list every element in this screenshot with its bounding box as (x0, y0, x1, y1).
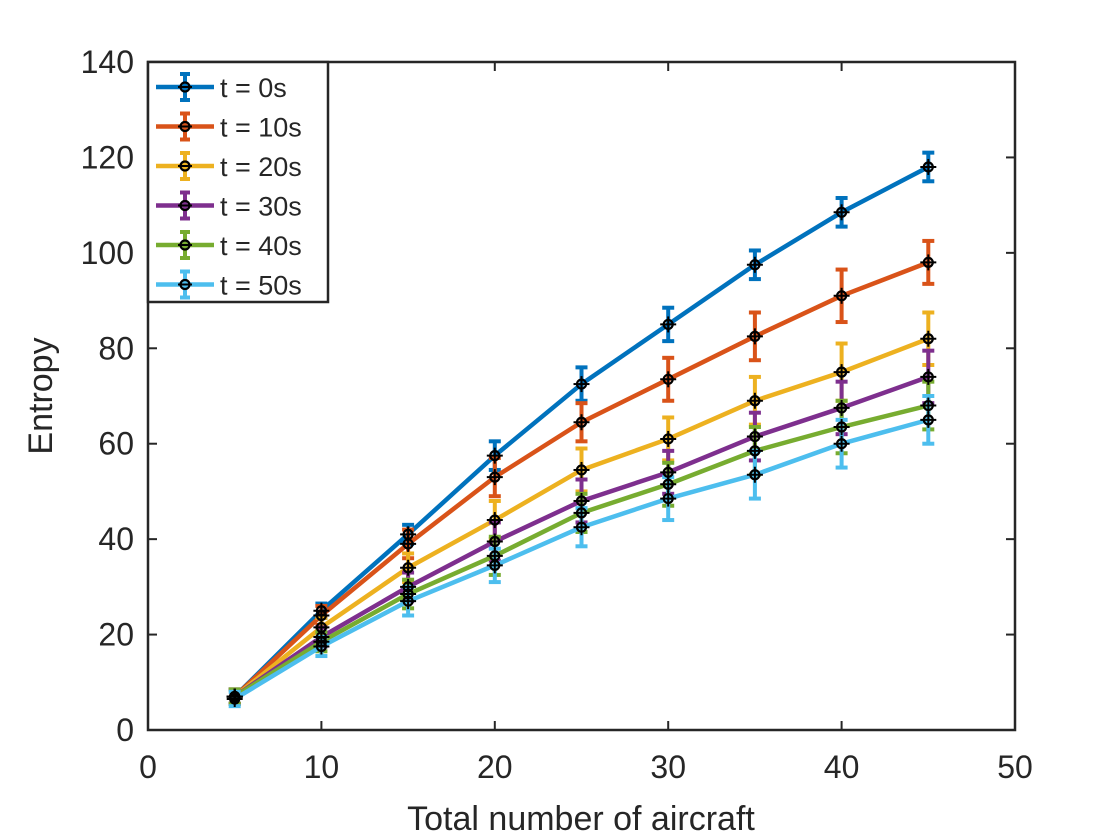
series-layer (226, 150, 937, 709)
y-tick-label: 120 (81, 139, 134, 175)
legend-item: t = 30s (156, 190, 302, 222)
data-point (489, 559, 501, 571)
data-point (662, 478, 674, 490)
legend-item: t = 20s (156, 151, 302, 182)
data-point (749, 469, 761, 481)
legend-item: t = 0s (156, 72, 287, 103)
data-point (922, 371, 934, 383)
legend-label: t = 10s (220, 113, 302, 143)
y-tick-label: 60 (98, 426, 134, 462)
data-point (489, 471, 501, 483)
data-point (489, 514, 501, 526)
legend-box (146, 60, 330, 304)
data-point (835, 366, 848, 378)
x-tick-label: 50 (997, 749, 1033, 785)
data-point (662, 318, 674, 331)
y-axis-label: Entropy (22, 337, 60, 454)
legend-marker (179, 160, 191, 172)
y-tick-label: 140 (81, 44, 134, 80)
data-point (662, 492, 674, 505)
y-tick-label: 20 (98, 617, 134, 653)
legend-label: t = 40s (220, 231, 302, 261)
series-2-markers (226, 254, 937, 705)
data-point (749, 430, 761, 443)
data-point (922, 161, 934, 173)
axes-frame (146, 60, 1017, 732)
data-point (315, 640, 327, 653)
data-point (749, 395, 761, 407)
data-point (749, 330, 761, 342)
legend: t = 0s t = 10s t = 20s t = 30s t = 40s t = 50… (146, 60, 330, 304)
data-point (922, 256, 934, 268)
data-point (229, 693, 241, 705)
y-tick-label: 40 (98, 521, 134, 557)
legend-item: t = 50s (156, 269, 302, 301)
data-point (575, 507, 588, 519)
data-point (575, 416, 588, 428)
data-point (402, 562, 414, 574)
data-point (402, 538, 414, 550)
data-point (922, 333, 934, 345)
legend-marker (179, 81, 191, 93)
ticks-layer: 0 10 20 30 40 50 0 20 40 60 80 100 120 140 (81, 44, 1033, 785)
data-point (489, 450, 501, 462)
x-tick-label: 40 (824, 749, 860, 785)
y-tick-label: 100 (81, 235, 134, 271)
data-point (922, 414, 934, 426)
x-tick-label: 20 (477, 749, 513, 785)
legend-marker (179, 239, 191, 251)
legend-label: t = 20s (220, 152, 302, 182)
legend-label: t = 30s (220, 192, 302, 222)
x-tick-label: 10 (304, 749, 340, 785)
data-point (489, 535, 501, 548)
data-point (922, 399, 934, 412)
x-axis-label: Total number of aircraft (407, 800, 755, 838)
legend-label: t = 0s (220, 73, 287, 103)
legend-label: t = 50s (220, 271, 302, 301)
data-point (575, 521, 588, 533)
data-point (835, 290, 848, 302)
data-point (575, 378, 588, 390)
y-tick-label: 0 (116, 712, 134, 748)
data-point (835, 438, 848, 450)
x-tick-label: 30 (650, 749, 686, 785)
data-point (835, 402, 848, 414)
data-point (835, 421, 848, 433)
series-6-markers (226, 411, 937, 707)
x-tick-label: 0 (139, 749, 157, 785)
data-point (749, 259, 761, 271)
legend-item: t = 10s (156, 111, 302, 143)
y-tick-label: 80 (98, 330, 134, 366)
data-point (575, 464, 588, 476)
data-point (835, 206, 848, 218)
legend-marker (179, 278, 191, 291)
legend-item: t = 40s (156, 230, 302, 261)
data-point (662, 433, 674, 445)
data-point (749, 445, 761, 457)
data-point (662, 373, 674, 385)
legend-marker (179, 199, 191, 212)
data-point (402, 595, 414, 607)
legend-marker (179, 120, 191, 133)
